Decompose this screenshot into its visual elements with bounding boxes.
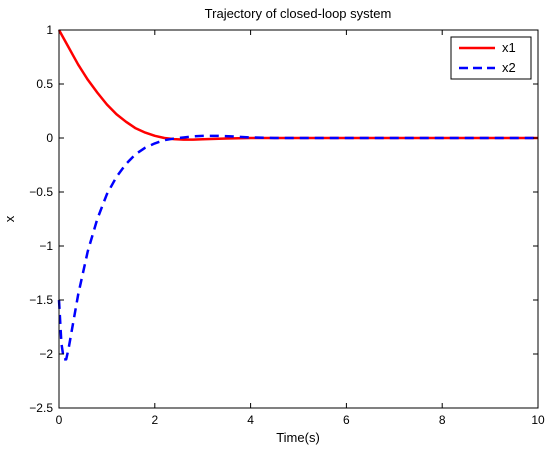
- series-layer: [57, 29, 538, 361]
- legend: x1 x2: [450, 36, 532, 80]
- x-axis-ticks: 0 2 4 6 8 10: [56, 30, 545, 427]
- y-tick-label: 1: [46, 23, 53, 37]
- y-tick-label: −1: [39, 239, 53, 253]
- x-axis-label: Time(s): [276, 430, 320, 445]
- y-axis-label: x: [2, 215, 17, 222]
- x-tick-label: 6: [343, 413, 350, 427]
- plot-area: [59, 30, 538, 408]
- x-tick-label: 8: [439, 413, 446, 427]
- plot-frame: [58, 29, 539, 409]
- series-line-x2: [57, 134, 538, 361]
- legend-box: [450, 36, 532, 80]
- y-tick-label: −1.5: [29, 293, 53, 307]
- x-tick-label: 2: [151, 413, 158, 427]
- y-tick-label: −2: [39, 347, 53, 361]
- y-tick-label: 0.5: [36, 77, 53, 91]
- x-tick-label: 4: [247, 413, 254, 427]
- x-tick-label: 0: [56, 413, 63, 427]
- legend-label-x1: x1: [502, 40, 516, 55]
- y-axis-ticks: 1 0.5 0 −0.5 −1 −1.5 −2 −2.5: [29, 23, 538, 415]
- y-tick-label: 0: [46, 131, 53, 145]
- chart-title: Trajectory of closed-loop system: [205, 6, 392, 21]
- y-tick-label: −2.5: [29, 401, 53, 415]
- legend-label-x2: x2: [502, 60, 516, 75]
- x-tick-label: 10: [531, 413, 545, 427]
- y-tick-label: −0.5: [29, 185, 53, 199]
